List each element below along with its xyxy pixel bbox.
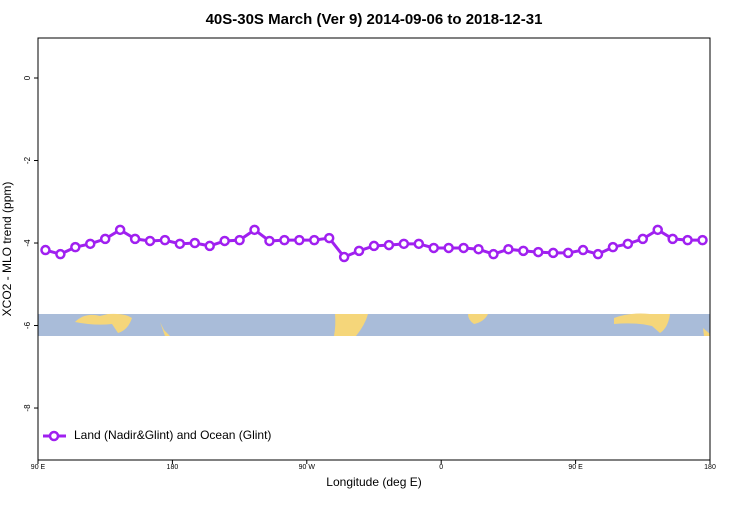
legend-label: Land (Nadir&Glint) and Ocean (Glint): [74, 428, 271, 442]
point: [55, 248, 66, 260]
land: [160, 322, 170, 336]
point: [99, 233, 111, 245]
point: [174, 238, 186, 250]
point: [413, 238, 425, 250]
point: [592, 248, 604, 260]
point: [129, 233, 141, 245]
point: [264, 235, 275, 247]
y-tick-label: -2: [23, 156, 32, 164]
point: [682, 234, 693, 246]
point: [40, 244, 51, 256]
point: [159, 234, 171, 246]
y-tick-label: -4: [23, 239, 32, 247]
point: [533, 246, 544, 258]
point: [279, 234, 290, 246]
point: [234, 234, 245, 246]
y-tick-label: 0: [23, 75, 32, 80]
point: [443, 242, 454, 254]
land: [614, 313, 670, 333]
point: [503, 243, 514, 255]
point: [488, 248, 499, 260]
point: [368, 240, 380, 252]
point: [85, 238, 96, 250]
point: [667, 233, 678, 245]
point: [383, 239, 395, 251]
land: [468, 314, 488, 324]
point: [562, 247, 574, 259]
point: [622, 238, 634, 250]
point: [204, 240, 215, 252]
point: [607, 241, 619, 253]
x-tick-label: 180: [167, 464, 179, 471]
x-axis-label: Longitude (deg E): [326, 475, 421, 489]
x-tick-label: 90 E: [568, 464, 583, 471]
point: [309, 234, 320, 246]
x-tick-label: 180: [704, 464, 716, 471]
x-tick-label: 90 E: [31, 464, 46, 471]
land: [75, 313, 132, 333]
point: [114, 224, 126, 236]
point: [144, 235, 156, 247]
chart-title: 40S-30S March (Ver 9) 2014-09-06 to 2018…: [206, 11, 543, 28]
point: [249, 224, 260, 236]
point: [473, 243, 484, 255]
point: [338, 251, 350, 263]
point: [353, 245, 365, 257]
point: [652, 224, 663, 236]
point: [697, 234, 708, 246]
ocean-band: [38, 314, 710, 336]
point: [70, 241, 81, 253]
y-axis-label: XCO2 - MLO trend (ppm): [0, 182, 14, 317]
point: [518, 245, 529, 257]
point: [428, 242, 439, 254]
point: [219, 235, 230, 247]
point: [398, 238, 410, 250]
x-tick-label: 90 W: [299, 464, 316, 471]
point: [294, 234, 305, 246]
point: [637, 233, 649, 245]
land: [703, 328, 710, 336]
x-tick-label: 0: [439, 464, 443, 471]
point: [547, 247, 559, 259]
point: [323, 232, 335, 244]
point: [577, 244, 589, 256]
land: [334, 314, 368, 336]
legend-marker: [48, 430, 60, 442]
point: [458, 242, 469, 254]
map-band: [38, 313, 710, 336]
plot-frame: [37, 37, 711, 461]
y-tick-label: -6: [23, 321, 32, 329]
y-tick-label: -8: [23, 404, 32, 412]
point: [189, 237, 201, 249]
